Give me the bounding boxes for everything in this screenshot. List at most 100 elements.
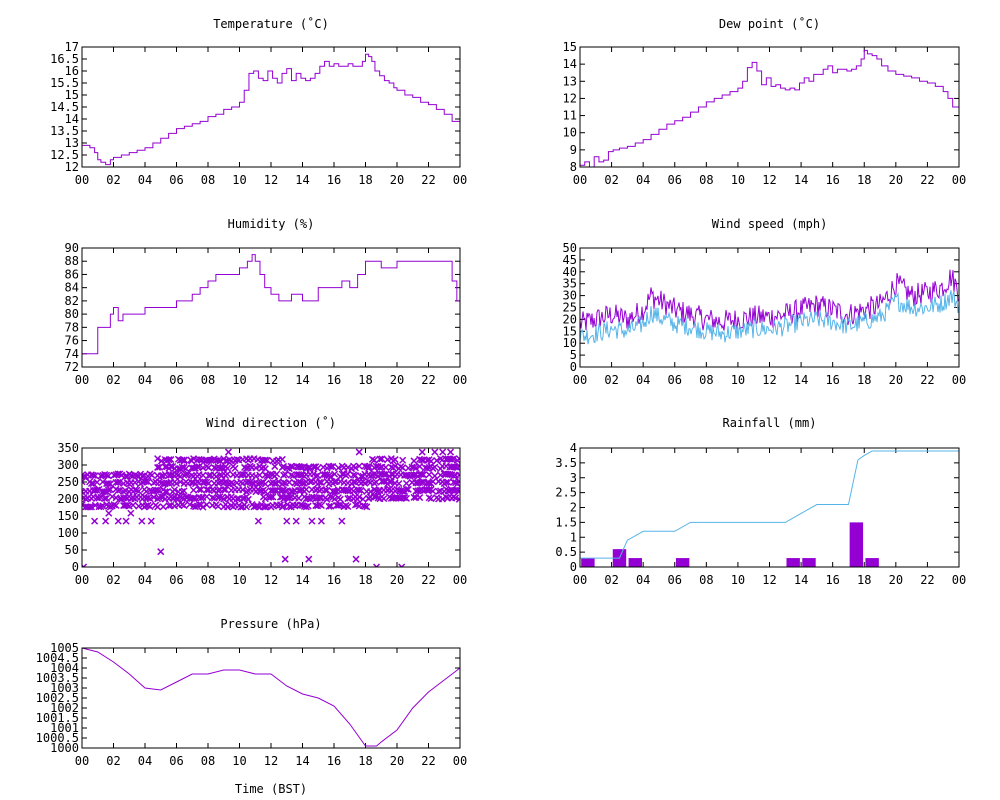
scatter-point — [359, 495, 367, 503]
chart-title: Wind direction (˚) — [206, 415, 336, 430]
scatter-point — [455, 471, 460, 479]
scatter-point — [306, 478, 314, 486]
scatter-point — [367, 488, 375, 496]
y-tick-label: 30 — [563, 289, 577, 303]
scatter-point — [87, 503, 95, 511]
scatter-point — [372, 462, 380, 470]
x-tick-label: 00 — [573, 173, 587, 187]
scatter-point — [223, 464, 232, 472]
scatter-point — [410, 471, 418, 479]
scatter-point — [172, 479, 181, 488]
scatter-point — [142, 487, 150, 496]
x-tick-label: 00 — [952, 373, 966, 387]
scatter-point — [91, 517, 99, 525]
scatter-point — [355, 462, 363, 470]
y-tick-label: 1003.5 — [36, 671, 79, 685]
x-tick-label: 12 — [264, 754, 278, 768]
scatter-point — [344, 470, 352, 478]
x-tick-label: 18 — [358, 173, 372, 187]
scatter-point — [444, 478, 452, 486]
y-tick-label: 350 — [57, 441, 79, 455]
scatter-point — [99, 478, 107, 486]
x-tick-label: 10 — [232, 754, 246, 768]
x-tick-label: 00 — [75, 573, 89, 587]
scatter-point — [402, 494, 410, 502]
scatter-point — [106, 486, 114, 494]
scatter-point — [370, 456, 378, 464]
scatter-point — [261, 488, 269, 496]
dew-point-chart: Dew point (˚C) 8 9 10 11 12 13 14 15 00 02 04 06 08 10… — [563, 16, 967, 187]
scatter-point — [280, 479, 288, 487]
scatter-point — [101, 494, 109, 503]
scatter-point — [429, 487, 437, 495]
scatter-point — [154, 463, 162, 471]
scatter-point — [121, 472, 130, 480]
scatter-point — [315, 493, 324, 502]
scatter-point — [82, 478, 86, 486]
y-tick-label: 35 — [563, 277, 577, 291]
scatter-point — [214, 487, 222, 495]
scatter-point — [372, 563, 381, 567]
x-tick-label: 06 — [169, 373, 183, 387]
x-tick-label: 10 — [232, 373, 246, 387]
x-tick-label: 14 — [295, 573, 309, 587]
scatter-point — [344, 502, 352, 511]
scatter-point — [167, 462, 175, 470]
plot-frame — [81, 647, 461, 749]
scatter-point — [223, 503, 232, 511]
x-tick-label: 00 — [573, 573, 587, 587]
scatter-point — [216, 471, 224, 479]
scatter-point — [242, 503, 250, 511]
scatter-point — [129, 501, 137, 509]
scatter-point — [410, 493, 418, 501]
y-tick-label: 20 — [563, 312, 577, 326]
scatter-point — [198, 456, 206, 464]
series-temperature-c-0 — [82, 53, 460, 166]
x-tick-label: 14 — [295, 173, 309, 187]
x-tick-label: 08 — [201, 173, 215, 187]
scatter-point — [331, 478, 339, 486]
scatter-point — [165, 502, 173, 510]
chart-title: Temperature (˚C) — [213, 16, 329, 31]
scatter-point — [261, 503, 269, 511]
scatter-point — [144, 478, 152, 486]
scatter-point — [157, 457, 165, 465]
y-tick-label: 1002.5 — [36, 691, 79, 705]
scatter-point — [325, 502, 333, 510]
x-tick-label: 16 — [327, 754, 341, 768]
scatter-point — [416, 494, 424, 502]
scatter-point — [367, 472, 375, 480]
y-tick-label: 200 — [57, 492, 79, 506]
scatter-point — [280, 502, 288, 510]
scatter-point — [135, 487, 143, 495]
scatter-point — [327, 473, 335, 481]
scatter-point — [239, 495, 247, 503]
scatter-point — [329, 462, 337, 470]
scatter-point — [418, 456, 426, 464]
y-tick-label: 9 — [570, 143, 577, 157]
x-tick-label: 14 — [794, 173, 808, 187]
scatter-point — [455, 455, 460, 463]
scatter-point — [267, 493, 275, 501]
scatter-point — [380, 495, 388, 503]
scatter-point — [344, 495, 352, 503]
x-tick-label: 22 — [421, 573, 435, 587]
x-tick-label: 22 — [920, 573, 934, 587]
scatter-point — [212, 473, 220, 481]
scatter-point — [184, 470, 192, 478]
x-tick-label: 10 — [731, 173, 745, 187]
y-tick-label: 25 — [563, 301, 577, 315]
scatter-point — [231, 464, 239, 472]
scatter-point — [104, 472, 112, 480]
x-tick-label: 18 — [358, 373, 372, 387]
plot-area — [82, 53, 460, 166]
scatter-point — [191, 503, 199, 511]
x-tick-label: 12 — [762, 573, 776, 587]
plot-area — [82, 648, 460, 747]
scatter-point — [431, 463, 439, 471]
scatter-point — [114, 517, 122, 525]
y-tick-label: 1001 — [50, 721, 79, 735]
scatter-point — [205, 472, 213, 480]
x-tick-label: 00 — [952, 573, 966, 587]
scatter-point — [336, 495, 344, 503]
